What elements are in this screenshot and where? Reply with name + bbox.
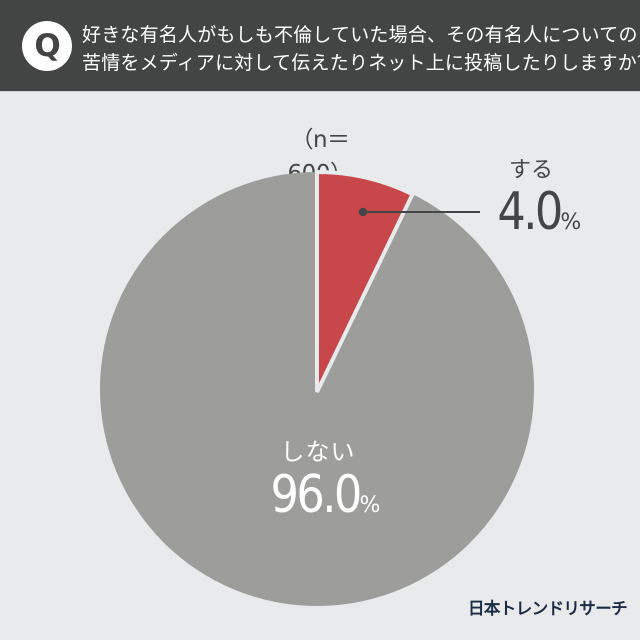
- label-no: しない 96.0%: [218, 432, 418, 525]
- question-header: Q 好きな有名人がもしも不倫していた場合、その有名人についての 苦情をメディアに…: [0, 0, 640, 92]
- label-yes: する 4.0%: [484, 152, 584, 242]
- question-line-2: 苦情をメディアに対して伝えたりネット上に投稿したりしますか？: [82, 52, 640, 74]
- label-no-name: しない: [280, 438, 356, 466]
- label-no-value: 96.0%: [218, 465, 418, 525]
- yes-number: 4.0: [497, 182, 563, 242]
- no-percent-sign: %: [359, 493, 381, 518]
- no-number: 96.0: [270, 465, 362, 525]
- pie-slice-yes: [315, 169, 416, 393]
- yes-percent-sign: %: [560, 210, 582, 235]
- question-line-1: 好きな有名人がもしも不倫していた場合、その有名人についての: [82, 24, 638, 46]
- leader-dot: [358, 207, 368, 217]
- q-badge-icon: Q: [22, 21, 72, 71]
- label-yes-name: する: [508, 158, 553, 183]
- label-yes-value: 4.0%: [484, 182, 584, 242]
- brand-logo: 日本トレンドリサーチ: [468, 599, 628, 618]
